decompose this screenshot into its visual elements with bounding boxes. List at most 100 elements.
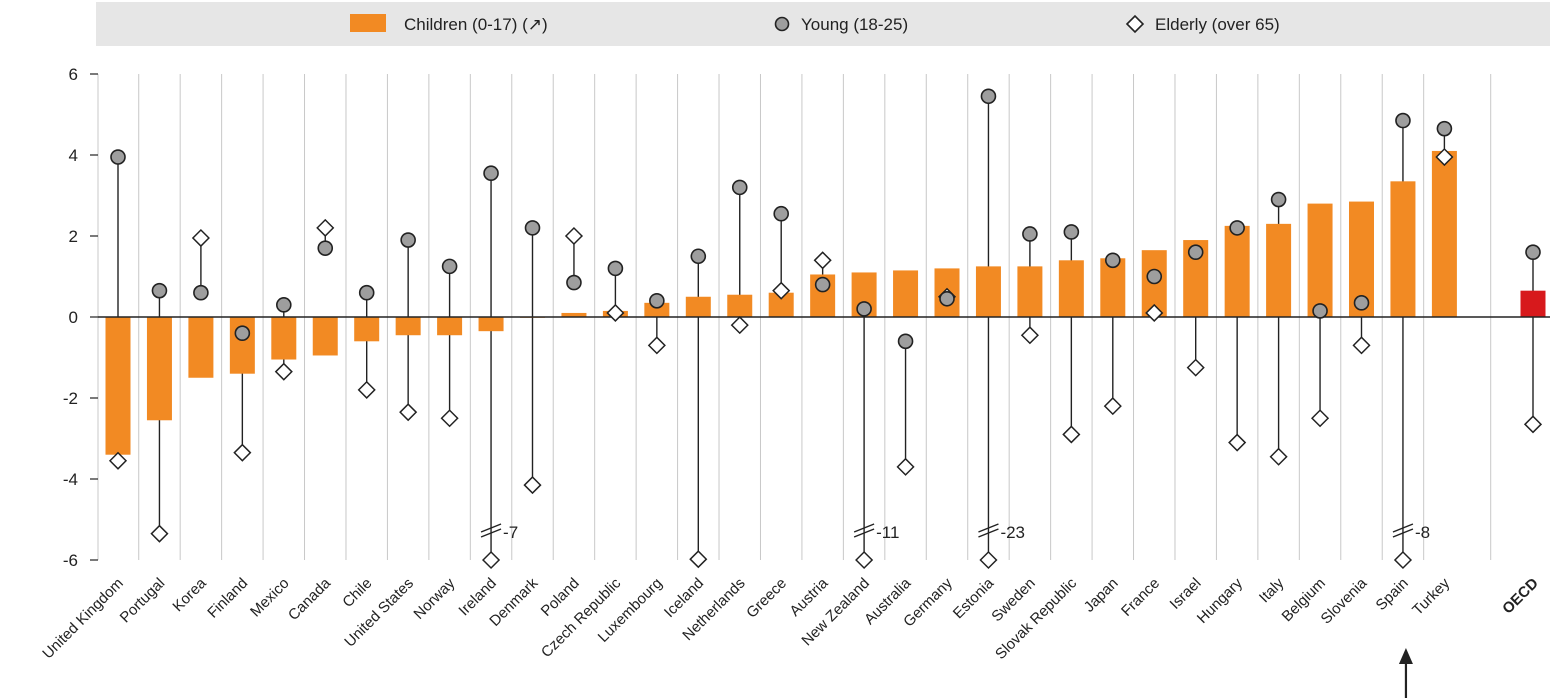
x-label-finland: Finland <box>204 575 251 622</box>
x-label-israel: Israel <box>1167 575 1205 613</box>
young-marker-italy <box>1270 191 1287 208</box>
elderly-marker-spain <box>1393 550 1413 570</box>
x-label-greece: Greece <box>743 575 790 622</box>
elderly-marker-hungary <box>1228 433 1247 452</box>
elderly-marker-austria <box>813 251 832 270</box>
axis-break-mark <box>480 523 502 533</box>
legend-background <box>96 2 1550 46</box>
bar-united-states <box>395 317 421 336</box>
x-label-norway: Norway <box>410 574 458 622</box>
young-marker-hungary <box>1229 220 1245 236</box>
y-axis: 6 4 2 0 -2 -4 -6 <box>63 65 98 570</box>
young-marker-japan <box>1105 252 1121 269</box>
x-label-spain: Spain <box>1373 575 1412 614</box>
bar-belgium <box>1307 203 1333 317</box>
young-marker-new-zealand <box>856 301 872 317</box>
axis-break-mark <box>1392 523 1414 533</box>
axis-break-mark <box>853 528 875 538</box>
elderly-marker-ireland <box>481 550 501 570</box>
elderly-marker-finland <box>233 443 252 462</box>
elderly-marker-united-states <box>399 403 418 422</box>
y-tick-label: 4 <box>69 146 78 165</box>
young-marker-belgium <box>1312 303 1328 319</box>
bar-mexico <box>271 317 297 360</box>
legend-label-elderly-over-65: Elderly (over 65) <box>1155 15 1280 34</box>
bar-hungary <box>1224 225 1250 317</box>
bar-iceland <box>685 296 711 317</box>
y-tick-label: -6 <box>63 551 78 570</box>
young-marker-united-kingdom <box>110 149 126 165</box>
bar-spain <box>1390 181 1416 317</box>
young-marker-estonia <box>980 88 997 105</box>
x-label-japan: Japan <box>1081 575 1122 616</box>
bar-netherlands <box>727 294 753 317</box>
bar-oecd <box>1520 290 1546 317</box>
elderly-marker-norway <box>440 409 459 428</box>
break-label-ireland: -7 <box>503 523 518 542</box>
legend-swatch-bar <box>350 14 386 32</box>
y-tick-label: 0 <box>69 308 78 327</box>
young-marker-france <box>1146 268 1163 285</box>
young-marker-greece <box>773 205 790 222</box>
young-marker-iceland <box>690 248 707 265</box>
bar-portugal <box>146 317 172 421</box>
x-label-portugal: Portugal <box>117 575 169 627</box>
x-label-hungary: Hungary <box>1194 574 1246 626</box>
legend-marker-circle <box>774 16 790 32</box>
elderly-marker-france <box>1145 303 1164 323</box>
x-label-turkey: Turkey <box>1409 574 1453 618</box>
axis-break-mark <box>1392 528 1414 538</box>
young-marker-israel <box>1187 244 1204 260</box>
elderly-marker-greece <box>772 281 791 300</box>
young-marker-korea <box>193 284 209 301</box>
arrow-head <box>1398 648 1413 664</box>
elderly-marker-korea <box>191 228 210 248</box>
y-tick-label: -4 <box>63 470 78 489</box>
elderly-marker-poland <box>564 226 584 246</box>
bar-korea <box>188 317 214 378</box>
elderly-marker-denmark <box>523 476 542 495</box>
young-marker-mexico <box>275 297 292 313</box>
x-label-italy: Italy <box>1256 574 1288 606</box>
young-marker-australia <box>897 333 914 350</box>
elderly-marker-portugal <box>150 524 169 543</box>
young-marker-denmark <box>524 220 541 236</box>
bar-ireland <box>478 317 504 332</box>
bars <box>105 150 1546 455</box>
elderly-marker-italy <box>1269 447 1288 466</box>
axis-break-mark <box>978 523 999 533</box>
elderly-marker-slovak-republic <box>1062 425 1081 444</box>
young-marker-united-states <box>400 232 416 248</box>
axis-break-mark <box>480 528 502 538</box>
x-label-france: France <box>1118 575 1163 620</box>
y-tick-label: 2 <box>69 227 78 246</box>
legend-marker-diamond <box>1125 14 1145 34</box>
bar-australia <box>893 270 919 317</box>
bar-slovak-republic <box>1058 260 1084 317</box>
x-label-slovenia: Slovenia <box>1318 574 1371 627</box>
young-marker-portugal <box>151 282 168 299</box>
young-marker-luxembourg <box>649 292 665 309</box>
young-marker-finland <box>234 325 251 342</box>
elderly-marker-czech-republic <box>606 303 625 323</box>
elderly-marker-australia <box>896 457 915 476</box>
axis-break-mark <box>853 523 875 533</box>
elderly-marker-belgium <box>1310 409 1330 428</box>
elderly-marker-chile <box>357 380 376 399</box>
elderly-marker-slovenia <box>1352 336 1371 355</box>
bar-italy <box>1266 223 1292 317</box>
x-label-canada: Canada <box>285 574 335 624</box>
elderly-marker-canada <box>316 218 335 237</box>
y-tick-label: -2 <box>63 389 78 408</box>
annotation-arrow <box>1398 648 1413 698</box>
young-marker-spain <box>1395 112 1411 129</box>
bar-turkey <box>1431 150 1457 317</box>
young-marker-oecd <box>1525 244 1541 260</box>
young-marker-sweden <box>1022 226 1038 242</box>
break-label-estonia: -23 <box>1000 523 1025 542</box>
young-marker-austria <box>814 276 831 293</box>
bar-norway <box>437 317 463 336</box>
bar-canada <box>312 317 338 356</box>
elderly-marker-japan <box>1103 397 1122 416</box>
